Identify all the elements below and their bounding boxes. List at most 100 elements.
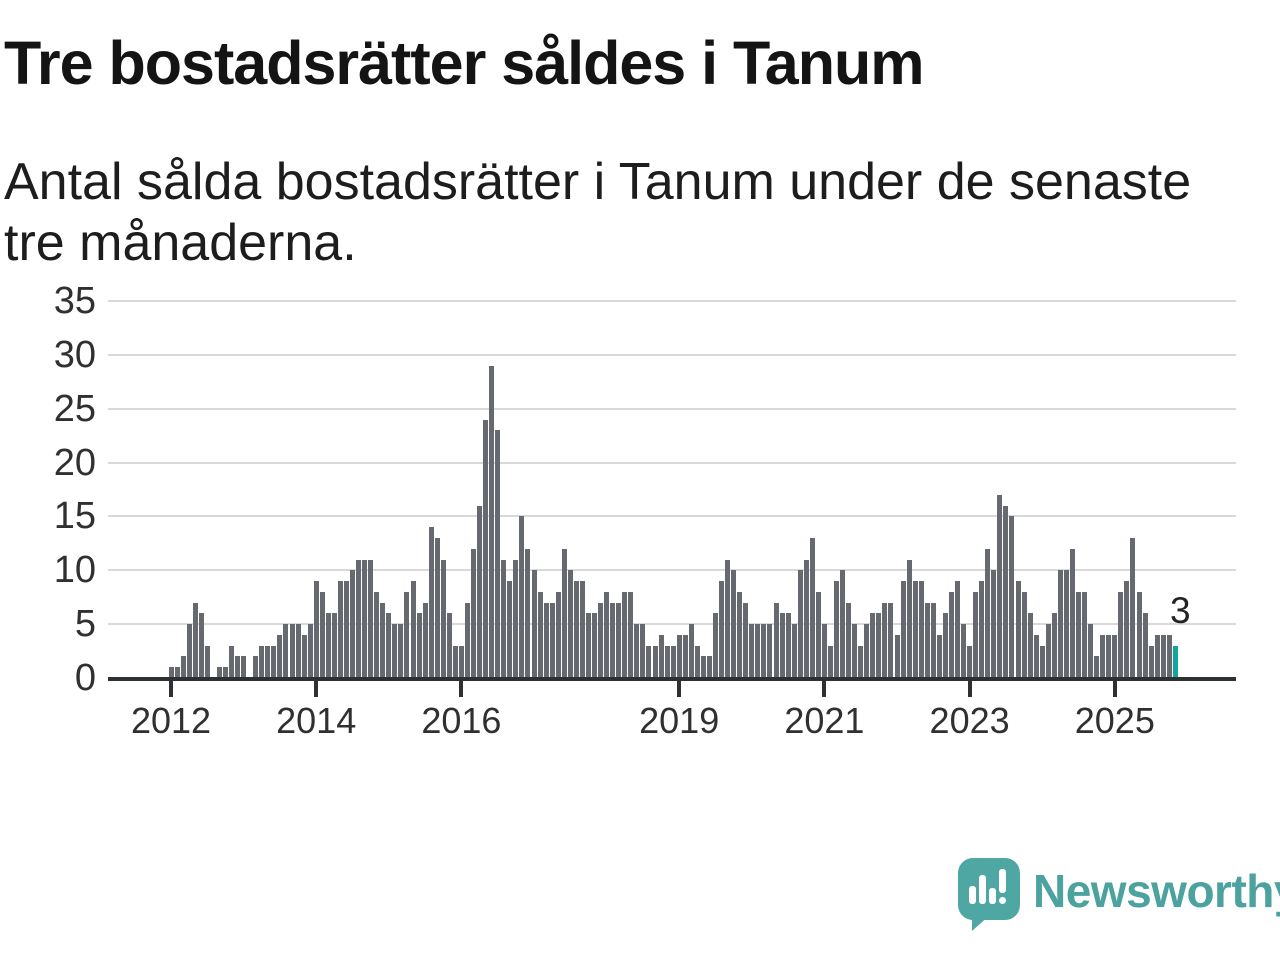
bar — [743, 602, 749, 678]
bar — [1160, 634, 1166, 678]
bar — [446, 613, 452, 678]
bar — [416, 613, 422, 678]
bar — [301, 634, 307, 678]
y-axis-tick-label: 0 — [74, 657, 96, 699]
bar — [1088, 624, 1094, 678]
bar — [216, 667, 222, 678]
bar — [670, 645, 676, 678]
bar — [767, 624, 773, 678]
bar — [700, 656, 706, 678]
bar — [610, 602, 616, 678]
bar — [1136, 591, 1142, 678]
bar — [779, 613, 785, 678]
x-axis-tick — [459, 681, 464, 697]
bar — [434, 537, 440, 678]
x-axis-tick — [1112, 681, 1117, 697]
gridline-y-15 — [108, 515, 1236, 518]
bar — [888, 602, 894, 678]
bar — [192, 602, 198, 678]
bar — [967, 645, 973, 678]
bar — [604, 591, 610, 678]
bar — [452, 645, 458, 678]
bar — [295, 624, 301, 678]
x-axis-tick-label: 2019 — [639, 700, 720, 741]
bar — [827, 645, 833, 678]
bar — [930, 602, 936, 678]
bar — [936, 634, 942, 678]
bar — [537, 591, 543, 678]
bar — [821, 624, 827, 678]
bar — [815, 591, 821, 678]
bar — [791, 624, 797, 678]
bar — [222, 667, 228, 678]
bar — [313, 581, 319, 678]
bar — [797, 570, 803, 678]
bar — [229, 645, 234, 678]
x-axis-tick-label: 2012 — [130, 700, 212, 741]
bar — [1033, 634, 1039, 678]
bar — [319, 591, 325, 678]
bar — [1009, 516, 1015, 678]
bar — [991, 570, 997, 678]
bar — [755, 624, 761, 678]
bar — [501, 559, 507, 678]
bar — [694, 645, 700, 678]
bar — [948, 591, 954, 678]
bar — [882, 602, 888, 678]
bar — [1106, 634, 1112, 678]
bar — [918, 581, 924, 678]
bar — [864, 624, 870, 678]
x-axis-tick-label: 2016 — [421, 700, 502, 741]
bar — [325, 613, 331, 678]
bar — [628, 591, 634, 678]
bar — [464, 602, 470, 678]
bar — [1045, 624, 1051, 678]
bar — [513, 559, 519, 678]
bar — [386, 613, 392, 678]
bar — [362, 559, 368, 678]
logo-bar-icon — [989, 888, 996, 904]
bar — [477, 505, 483, 678]
bar — [1094, 656, 1100, 678]
bar — [876, 613, 882, 678]
bar — [174, 667, 180, 678]
bar — [640, 624, 646, 678]
bar — [803, 559, 809, 678]
x-axis-tick-label: 2023 — [929, 700, 1010, 741]
bar — [1027, 613, 1033, 678]
bar — [955, 581, 960, 678]
bar — [1063, 570, 1069, 678]
bar — [458, 645, 464, 678]
bar — [761, 624, 767, 678]
bar — [870, 613, 876, 678]
bar — [906, 559, 912, 678]
bar — [343, 581, 349, 678]
gridline-y-5 — [108, 623, 1236, 626]
bar — [592, 613, 597, 678]
bar — [331, 613, 337, 678]
bar — [809, 537, 815, 678]
bar — [616, 602, 622, 678]
bar — [688, 624, 694, 678]
bar — [519, 516, 525, 678]
logo-exclamation-icon — [999, 869, 1006, 893]
gridline-y-10 — [108, 569, 1236, 572]
bar — [525, 548, 531, 678]
bar — [979, 581, 985, 678]
bar — [973, 591, 979, 678]
bar — [356, 559, 362, 678]
logo-exclamation-dot-icon — [999, 897, 1006, 904]
bar — [985, 548, 991, 678]
logo-bar-icon — [969, 886, 976, 904]
x-axis-tick-label: 2021 — [784, 700, 865, 741]
bar — [555, 591, 561, 678]
bar — [997, 494, 1003, 678]
bar — [271, 645, 277, 678]
speech-bubble-tail — [972, 914, 991, 931]
bar — [713, 613, 718, 678]
newsworthy-logo: Newsworthy — [958, 856, 1280, 936]
y-axis-tick-label: 5 — [74, 603, 96, 646]
bar — [531, 570, 537, 678]
newsworthy-wordmark: Newsworthy — [1033, 865, 1280, 917]
